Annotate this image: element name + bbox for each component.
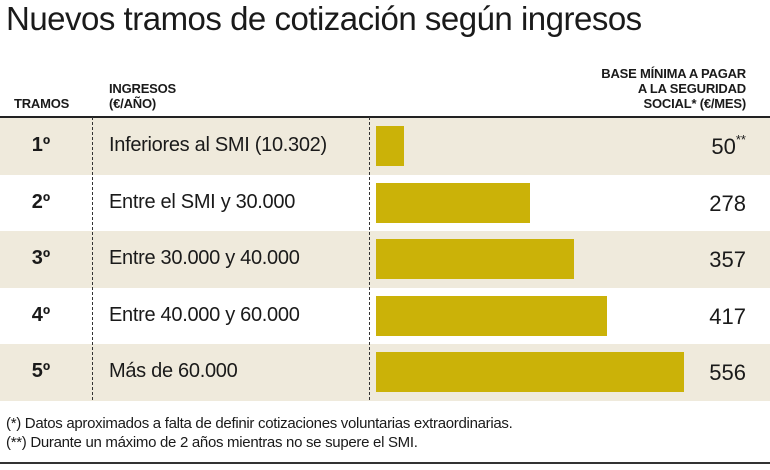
income-label: Entre el SMI y 30.000 <box>109 190 296 213</box>
footnote-1: (*) Datos aproximados a falta de definir… <box>6 415 513 432</box>
bar <box>376 182 530 223</box>
header-ingresos: INGRESOS (€/AÑO) <box>109 81 176 111</box>
value-number: 556 <box>709 360 746 386</box>
header-divider <box>0 116 770 118</box>
value-label: 357 <box>709 247 746 273</box>
table-row: 5º Más de 60.000 556 <box>0 344 770 401</box>
bottom-rule <box>0 462 770 464</box>
bar <box>376 239 574 280</box>
column-divider <box>369 117 370 400</box>
header-base-line2: A LA SEGURIDAD <box>637 81 746 96</box>
bar <box>376 352 684 393</box>
bar <box>376 126 404 166</box>
value-label: 50** <box>711 132 746 160</box>
value-label: 556 <box>709 360 746 386</box>
header-base: BASE MÍNIMA A PAGAR A LA SEGURIDAD SOCIA… <box>601 66 746 111</box>
header-ingresos-line2: (€/AÑO) <box>109 96 156 111</box>
income-label: Más de 60.000 <box>109 360 238 383</box>
value-label: 278 <box>709 191 746 217</box>
value-number: 278 <box>709 190 746 216</box>
footnote-2: (**) Durante un máximo de 2 años mientra… <box>6 434 418 451</box>
value-mark: ** <box>735 132 746 147</box>
header-base-line1: BASE MÍNIMA A PAGAR <box>601 66 746 81</box>
income-label: Entre 40.000 y 60.000 <box>109 303 300 326</box>
income-label: Inferiores al SMI (10.302) <box>109 134 327 156</box>
value-label: 417 <box>709 304 746 330</box>
header-ingresos-line1: INGRESOS <box>109 81 177 96</box>
value-number: 50 <box>711 134 736 159</box>
value-number: 417 <box>709 303 746 329</box>
table-row: 4º Entre 40.000 y 60.000 417 <box>0 288 770 345</box>
header-tramos: TRAMOS <box>14 96 70 111</box>
table-row: 2º Entre el SMI y 30.000 278 <box>0 175 770 232</box>
chart-title: Nuevos tramos de cotización según ingres… <box>6 0 642 37</box>
tramo-label: 4º <box>31 303 51 326</box>
table-row: 3º Entre 30.000 y 40.000 357 <box>0 231 770 288</box>
tramo-label: 1º <box>31 134 51 156</box>
header-base-line3: SOCIAL* (€/MES) <box>643 96 747 111</box>
column-divider <box>92 117 93 400</box>
income-label: Entre 30.000 y 40.000 <box>109 247 300 270</box>
tramo-label: 5º <box>31 360 51 383</box>
bar <box>376 295 607 336</box>
tramo-label: 2º <box>31 190 51 213</box>
table-row: 1º Inferiores al SMI (10.302) 50** <box>0 118 770 175</box>
value-number: 357 <box>709 247 746 273</box>
tramo-label: 3º <box>31 247 51 270</box>
